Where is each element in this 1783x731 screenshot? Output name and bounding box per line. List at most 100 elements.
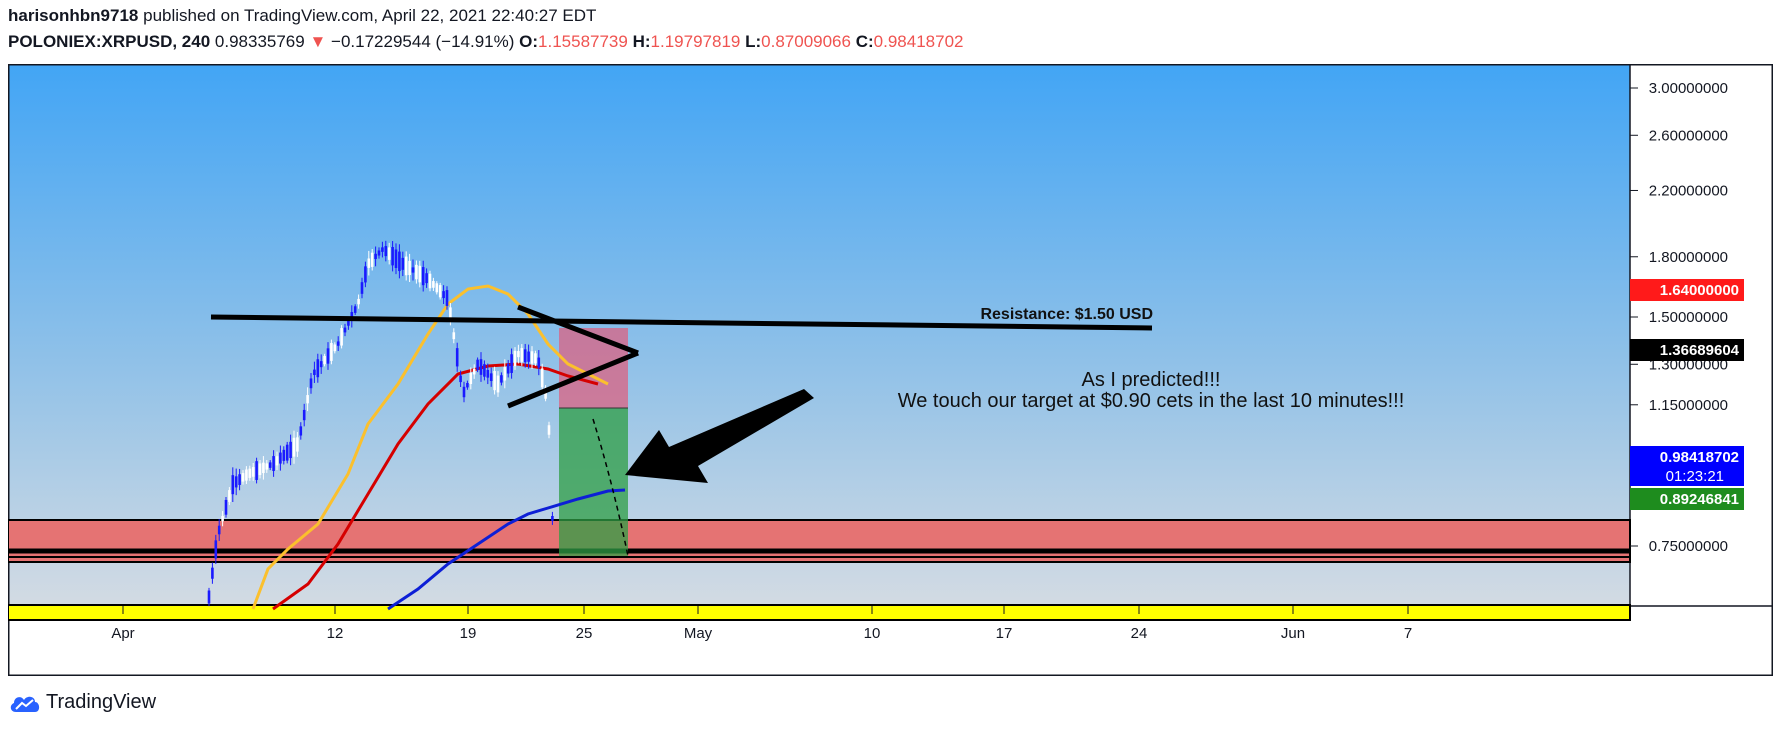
candle-body [364, 266, 367, 283]
candle-body [384, 246, 388, 257]
candle-body [255, 461, 258, 480]
x-tick-label: 7 [1404, 625, 1412, 642]
low-value: 0.87009066 [761, 32, 851, 51]
candle-body [211, 567, 214, 579]
candle-body [207, 590, 211, 604]
candle-body [336, 341, 340, 346]
candle-body [217, 525, 221, 535]
symbol-name: POLONIEX:XRPUSD, 240 [8, 32, 211, 51]
candle-body [469, 372, 473, 385]
candle-body [289, 441, 292, 459]
y-tick-label: 1.50000000 [1649, 309, 1728, 326]
x-tick-label: 12 [327, 625, 344, 642]
prediction-line-1[interactable]: As I predicted!!! [1082, 369, 1221, 391]
price-change: −0.17229544 (−14.91%) [331, 32, 515, 51]
y-tick-label: 2.60000000 [1649, 127, 1728, 144]
price-axis[interactable] [1630, 64, 1773, 606]
candle-body [367, 258, 371, 268]
candle-body [319, 361, 323, 368]
y-tick-label: 1.15000000 [1649, 397, 1728, 414]
price-chart[interactable]: Resistance: $1.50 USD As I predicted!!! … [8, 64, 1773, 676]
candle-body [234, 476, 238, 488]
candle-body [326, 348, 330, 364]
last-price-label: 0.98418702 [1660, 449, 1739, 466]
candle-body [302, 409, 306, 421]
candle-body [231, 475, 235, 495]
candle-body [445, 290, 449, 306]
candle-body [442, 291, 445, 299]
candle-body [510, 354, 513, 373]
candle-body [479, 359, 483, 375]
candle-body [483, 364, 486, 377]
candle-body [377, 250, 381, 256]
publish-date: published on TradingView.com, April 22, … [143, 6, 597, 25]
candle-body [513, 350, 517, 367]
triangle-lower[interactable] [507, 350, 639, 409]
tradingview-brand: TradingView [46, 691, 157, 713]
x-tick-label: 25 [576, 625, 593, 642]
tradingview-logo[interactable]: TradingView [8, 691, 156, 714]
candle-body [282, 449, 286, 461]
candle-body [459, 375, 462, 383]
target-zone[interactable] [8, 519, 1631, 563]
down-arrow-icon: ▼ [309, 32, 327, 51]
triangle-upper[interactable] [517, 304, 639, 356]
plot-area[interactable] [8, 64, 1630, 606]
candle-body [357, 298, 360, 305]
candle-body [299, 426, 303, 436]
y-axis-ticks: 3.00000000 2.60000000 2.20000000 1.80000000… [1630, 80, 1728, 555]
candle-body [547, 425, 551, 435]
candle-body [370, 252, 374, 267]
candle-body [309, 378, 313, 389]
publish-info: harisonhbn9718 published on TradingView.… [8, 6, 596, 26]
candle-body [452, 332, 456, 340]
y-tick-label: 0.75000000 [1649, 538, 1728, 555]
candle-body [438, 285, 442, 298]
candle-body [534, 353, 537, 364]
prediction-line-2[interactable]: We touch our target at $0.90 cets in the… [898, 390, 1405, 412]
candle-body [432, 281, 435, 288]
support-zone[interactable] [8, 604, 1631, 621]
x-tick-label: Jun [1281, 625, 1305, 642]
candle-body [551, 515, 554, 521]
last-price-label-bg [1630, 446, 1744, 486]
candle-body [530, 351, 534, 364]
stop-loss-box[interactable] [559, 328, 628, 408]
candle-body [418, 265, 422, 283]
candle-body [313, 369, 316, 376]
candle-body [323, 355, 326, 365]
candle-body [493, 371, 496, 391]
candle-body [421, 267, 425, 286]
high-value: 1.19797819 [650, 32, 741, 51]
candle-body [285, 444, 289, 461]
candle-body [343, 327, 347, 333]
candle-body [394, 249, 398, 269]
candle-body [248, 468, 252, 478]
arrow-shape[interactable] [625, 389, 814, 483]
candle-body [241, 473, 245, 482]
candle-body [506, 363, 510, 374]
entry-price-label-bg [1630, 339, 1744, 361]
candle-body [272, 456, 275, 471]
close-value: 0.98418702 [873, 32, 964, 51]
candle-body [527, 351, 530, 362]
author-name[interactable]: harisonhbn9718 [8, 6, 139, 25]
candle-body [296, 437, 299, 452]
stop-price-label: 1.64000000 [1660, 282, 1739, 299]
ma-mid[interactable] [272, 362, 599, 611]
candle-body [496, 375, 500, 393]
candle-body [238, 474, 241, 485]
high-label: H: [632, 32, 651, 51]
x-tick-label: 19 [460, 625, 477, 642]
candle-body [449, 307, 452, 321]
candle-body [292, 437, 296, 457]
ma-slow[interactable] [387, 488, 626, 611]
candle-body [415, 264, 418, 280]
candle-body [347, 320, 350, 326]
candle-body [435, 283, 439, 293]
resistance-text[interactable]: Resistance: $1.50 USD [980, 306, 1153, 323]
take-profit-box[interactable] [559, 408, 628, 556]
candle-body [503, 367, 507, 381]
resistance-line[interactable] [210, 314, 1153, 331]
y-tick-label: 2.20000000 [1649, 182, 1728, 199]
